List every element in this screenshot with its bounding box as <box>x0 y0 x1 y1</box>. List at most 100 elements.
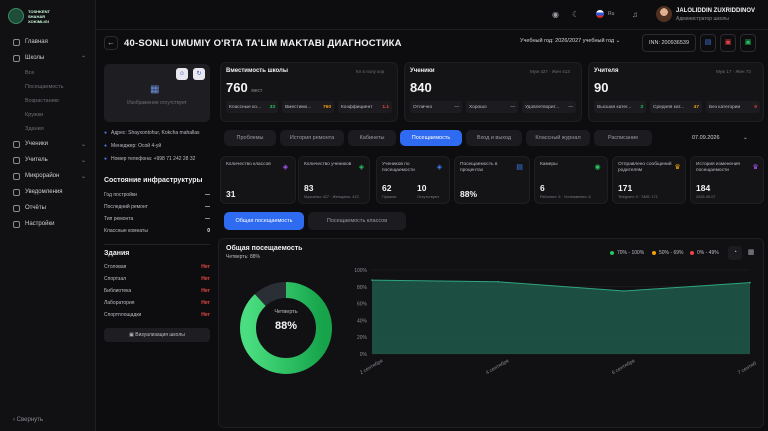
sidebar-sub-ascending[interactable]: Возрастанию <box>25 98 59 104</box>
students-icon <box>13 140 20 148</box>
sidebar-item-schools[interactable]: Школы ⌃ <box>0 50 96 66</box>
chip-label: Хорошо <box>469 104 487 110</box>
building-row: Лаборатория Нет <box>104 300 210 306</box>
excel-export-button[interactable]: ▣ <box>740 34 756 52</box>
chevron-down-icon: ⌄ <box>80 141 86 148</box>
gamepad-icon: ◈ <box>358 164 365 171</box>
class-attendance-toggle[interactable]: Посещаемость классов <box>308 212 406 230</box>
russian-flag-icon[interactable] <box>596 10 604 18</box>
data-point <box>749 281 751 284</box>
sidebar-item-home[interactable]: Главная <box>0 34 96 50</box>
chevron-down-icon: ⌄ <box>615 38 621 44</box>
metric-card: Количество учеников ◈ 83 Мужчины: 427 · … <box>298 156 370 204</box>
users-button[interactable]: ☺ <box>176 68 188 80</box>
sidebar-sub-clubs[interactable]: Кружки <box>25 112 44 118</box>
chip-value: — <box>568 104 573 110</box>
chip-value: 760 <box>322 104 331 110</box>
legend-item: 0% - 49% <box>690 250 719 256</box>
chip-label: Высшая катег... <box>597 104 632 110</box>
stat-chip: Удовлетворит... — <box>522 101 576 113</box>
collapse-button[interactable]: ‹ Свернуть <box>13 417 43 423</box>
sidebar-sub-attendance[interactable]: Посещаемость <box>25 84 64 90</box>
tab-schedule[interactable]: Расписание <box>594 130 652 146</box>
stat-chip: Высшая катег... 3 <box>594 101 646 113</box>
tab-class-journal[interactable]: Классный журнал <box>526 130 590 146</box>
sidebar-item-label: Учитель <box>25 157 48 163</box>
sidebar-sub-all[interactable]: Все <box>25 70 35 76</box>
legend-item: 50% - 69% <box>652 250 683 256</box>
tab-cabinets[interactable]: Кабинеты <box>348 130 396 146</box>
metric-value: 88% <box>460 189 478 199</box>
sidebar-item-label: Ученики <box>25 141 48 147</box>
metric-value: 31 <box>226 189 236 199</box>
stat-chip: Вместимо... 760 <box>282 101 334 113</box>
tab-attendance[interactable]: Посещаемость <box>400 130 462 146</box>
legend-dot <box>652 251 656 255</box>
metric-title: Камеры <box>540 162 558 167</box>
arrow-left-icon: ← <box>107 38 115 47</box>
sidebar-item-students[interactable]: Ученики ⌄ <box>0 136 96 152</box>
sidebar-item-settings[interactable]: Настройки <box>0 216 96 232</box>
chip-label: Удовлетворит... <box>525 104 560 110</box>
chip-value: 1.1 <box>382 104 389 110</box>
overall-attendance-toggle[interactable]: Общая посещаемость <box>224 212 304 230</box>
row-value: 0 <box>207 228 210 234</box>
tab-repair-history[interactable]: История ремонта <box>280 130 344 146</box>
metric-sub: Telegram: 0 · SMS: 171 <box>618 195 658 199</box>
app-logo[interactable]: TOSHKENT SHAHAR XOKIMLIGI <box>8 8 58 24</box>
stat-chip: Классные ко... 33 <box>226 101 278 113</box>
fullscreen-button[interactable]: ◔ <box>728 246 742 260</box>
y-tick-label: 0% <box>360 352 368 358</box>
metric-card: Посещаемость в процентах ▤ 88% <box>454 156 530 204</box>
moon-icon[interactable]: ☾ <box>572 10 580 19</box>
sidebar-item-notifications[interactable]: Уведомления <box>0 184 96 200</box>
row-label: Спортзал <box>104 276 127 282</box>
sidebar-item-label: Настройки <box>25 221 55 227</box>
date-picker[interactable]: 07.09.2026 ⌄ <box>686 130 756 146</box>
bell-icon[interactable]: ♫ <box>632 10 638 19</box>
avatar[interactable] <box>656 6 672 22</box>
row-value: Нет <box>201 312 210 318</box>
data-point <box>623 290 625 292</box>
card-sub: Муж 17 · Жен 73 <box>716 69 751 74</box>
metric-sub: Пришли <box>382 195 397 199</box>
language-selector[interactable]: Ru <box>608 11 615 17</box>
tab-entry-exit[interactable]: Вход и выход <box>466 130 522 146</box>
building-row: Спортзал Нет <box>104 276 210 282</box>
refresh-button[interactable]: ↻ <box>193 68 205 80</box>
location-icon: ● <box>104 130 108 136</box>
eye-icon[interactable]: ◉ <box>552 10 559 19</box>
stat-chip: Коэффициент 1.1 <box>338 101 392 113</box>
grid-icon: ▦ <box>747 249 755 256</box>
metric-card: История изменения посещаемости ♛ 184 202… <box>690 156 764 204</box>
edit-button[interactable]: ▤ <box>700 34 716 52</box>
sidebar-item-district[interactable]: Микрорайон ⌄ <box>0 168 96 184</box>
academic-year-select[interactable]: Учебный год: 2026/2027 учебный год ⌄ <box>520 38 620 44</box>
x-tick-label: 4 сентября <box>485 358 510 376</box>
school-visualization-button[interactable]: ▣ Визуализация школы <box>104 328 210 342</box>
metric-title: Количество классов <box>226 162 271 167</box>
phone-icon: ● <box>104 156 108 162</box>
divider <box>104 244 210 245</box>
card-title: Учителя <box>594 68 619 74</box>
y-tick-label: 80% <box>357 285 368 291</box>
back-button[interactable]: ← <box>104 36 118 50</box>
metric-sub: 2026-09-07 <box>696 195 716 199</box>
pdf-export-button[interactable]: ▣ <box>720 34 736 52</box>
metric-card: Отправлено сообщений родителям ♛ 171 Tel… <box>612 156 686 204</box>
sidebar-sub-buildings[interactable]: Здания <box>25 126 44 132</box>
data-point <box>371 279 373 281</box>
sidebar-item-reports[interactable]: Отчёты <box>0 200 96 216</box>
sidebar-item-teachers[interactable]: Учитель ⌄ <box>0 152 96 168</box>
tab-problems[interactable]: Проблемы <box>224 130 276 146</box>
chip-value: 47 <box>693 104 699 110</box>
sidebar: TOSHKENT SHAHAR XOKIMLIGI Главная Школы ⌃… <box>0 0 96 431</box>
grid-view-button[interactable]: ▦ <box>744 246 758 260</box>
y-tick-label: 20% <box>357 335 368 341</box>
row-label: Год постройки <box>104 192 137 198</box>
y-tick-label: 100% <box>354 268 367 274</box>
row-value: Нет <box>201 276 210 282</box>
capacity-value: 760 мест <box>226 80 262 95</box>
phone: Номер телефона: +998 71 242 28 32 <box>111 156 196 162</box>
attendance-donut <box>240 282 332 374</box>
